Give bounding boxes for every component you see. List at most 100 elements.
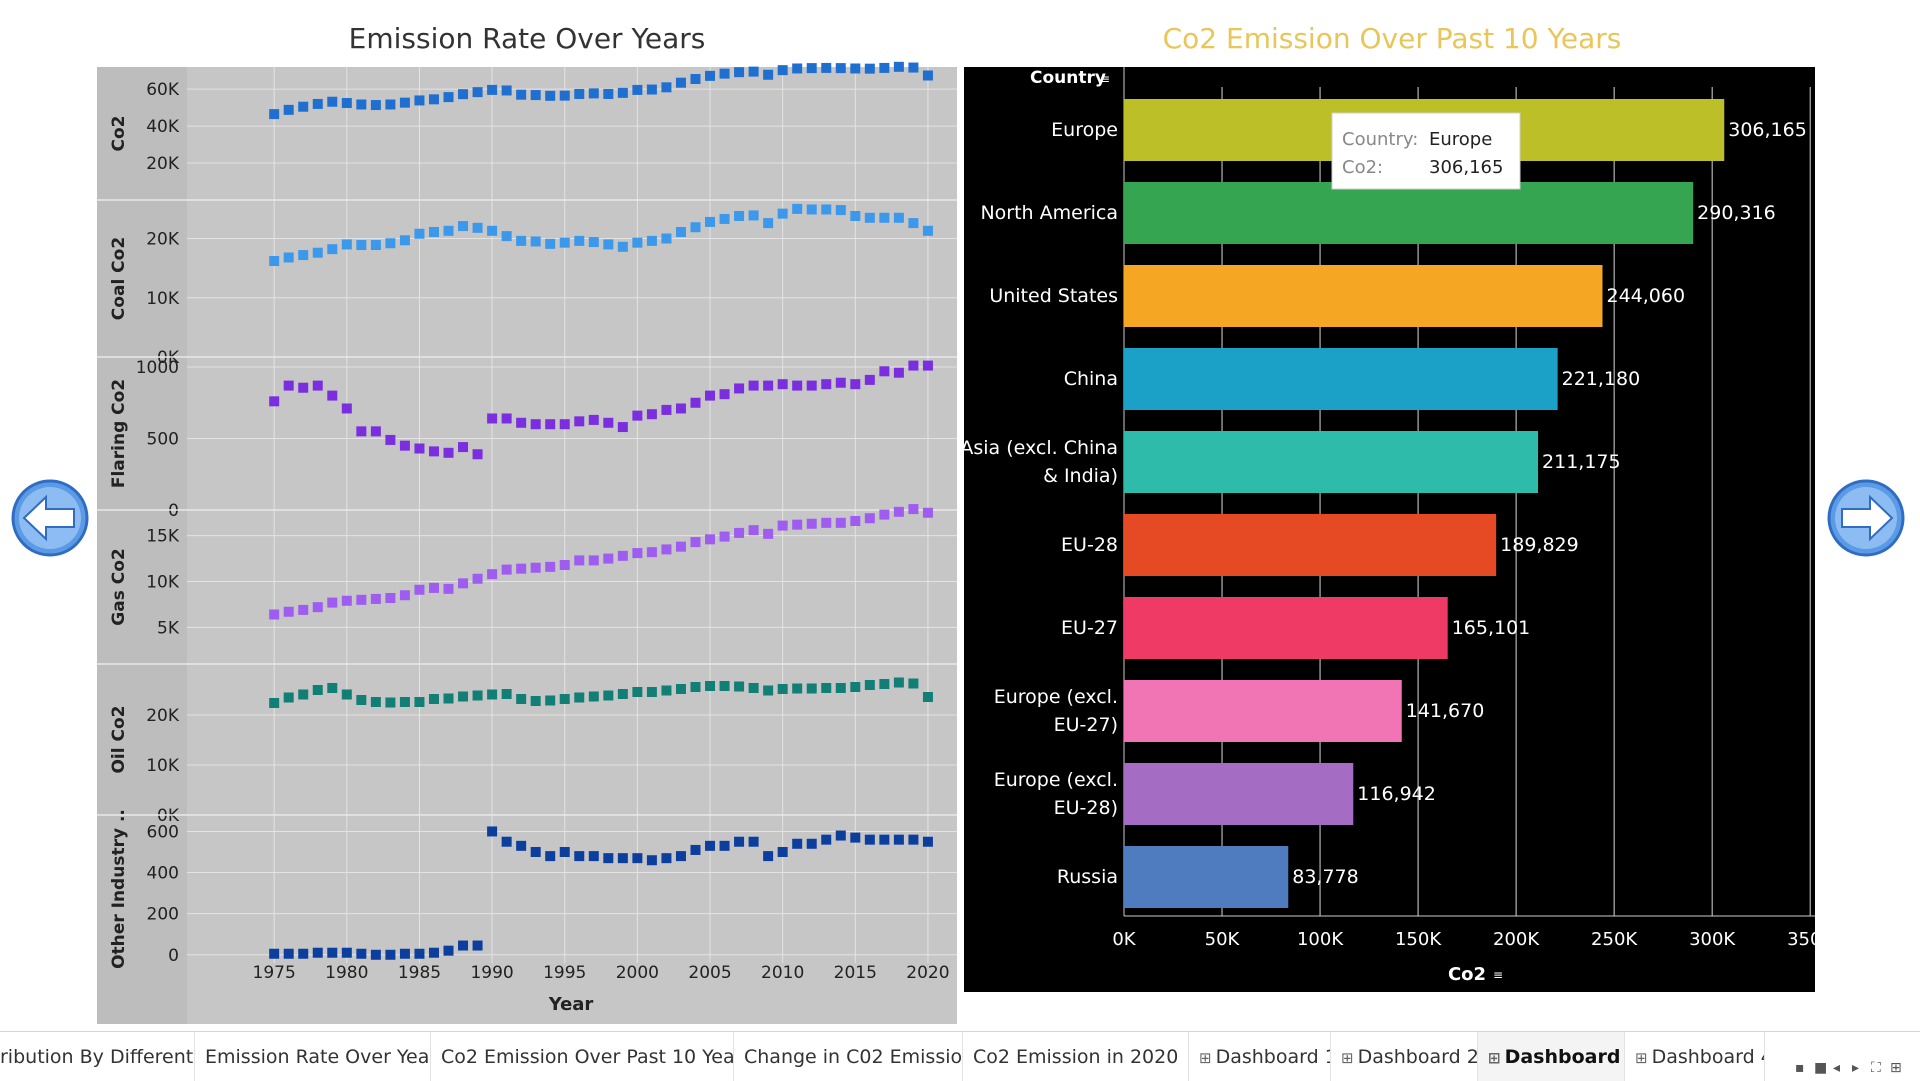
- bar-row[interactable]: 290,316 North America: [980, 182, 1776, 244]
- data-point[interactable]: [879, 679, 890, 689]
- data-point[interactable]: [269, 256, 280, 267]
- data-point[interactable]: [341, 595, 352, 606]
- data-point[interactable]: [690, 397, 701, 408]
- data-point[interactable]: [574, 88, 585, 99]
- data-point[interactable]: [835, 377, 846, 388]
- data-point[interactable]: [748, 683, 759, 693]
- bar[interactable]: [1124, 182, 1694, 244]
- data-point[interactable]: [661, 853, 672, 864]
- data-point[interactable]: [661, 233, 672, 244]
- data-point[interactable]: [574, 235, 585, 246]
- data-point[interactable]: [821, 379, 832, 390]
- data-point[interactable]: [719, 68, 730, 79]
- data-point[interactable]: [269, 948, 280, 959]
- sheet-tab[interactable]: ribution By Different F...: [0, 1032, 195, 1081]
- bar[interactable]: [1124, 763, 1354, 825]
- data-point[interactable]: [806, 838, 817, 849]
- data-point[interactable]: [661, 544, 672, 555]
- data-point[interactable]: [850, 210, 861, 221]
- data-point[interactable]: [748, 66, 759, 77]
- data-point[interactable]: [879, 212, 890, 223]
- data-point[interactable]: [516, 563, 527, 574]
- data-point[interactable]: [763, 528, 774, 539]
- tab-control-button[interactable]: ▪: [1795, 1060, 1805, 1076]
- data-point[interactable]: [399, 948, 410, 959]
- data-point[interactable]: [312, 685, 323, 695]
- bar-row[interactable]: 244,060 United States: [989, 265, 1685, 327]
- data-point[interactable]: [850, 516, 861, 526]
- data-point[interactable]: [850, 63, 861, 74]
- bar[interactable]: [1124, 265, 1603, 327]
- data-point[interactable]: [893, 834, 904, 845]
- data-point[interactable]: [370, 100, 381, 111]
- data-point[interactable]: [298, 250, 309, 261]
- data-point[interactable]: [705, 70, 716, 81]
- data-point[interactable]: [574, 555, 585, 566]
- data-point[interactable]: [661, 685, 672, 696]
- data-point[interactable]: [646, 687, 657, 697]
- data-point[interactable]: [545, 238, 556, 249]
- data-point[interactable]: [370, 240, 381, 251]
- data-point[interactable]: [559, 847, 570, 857]
- sheet-tab[interactable]: Co2 Emission in 2020: [963, 1032, 1189, 1081]
- data-point[interactable]: [283, 606, 294, 617]
- data-point[interactable]: [283, 104, 294, 115]
- data-point[interactable]: [675, 226, 686, 237]
- data-point[interactable]: [675, 541, 686, 552]
- bar-row[interactable]: 165,101 EU-27: [1061, 597, 1530, 659]
- data-point[interactable]: [705, 840, 716, 851]
- data-point[interactable]: [908, 62, 919, 73]
- data-point[interactable]: [516, 840, 527, 851]
- data-point[interactable]: [719, 213, 730, 224]
- data-point[interactable]: [734, 383, 745, 394]
- data-point[interactable]: [850, 682, 861, 692]
- data-point[interactable]: [356, 426, 367, 437]
- data-point[interactable]: [472, 940, 483, 951]
- data-point[interactable]: [690, 537, 701, 548]
- data-point[interactable]: [559, 237, 570, 248]
- data-point[interactable]: [835, 517, 846, 528]
- data-point[interactable]: [283, 692, 294, 703]
- data-point[interactable]: [501, 231, 512, 242]
- data-point[interactable]: [763, 851, 774, 862]
- data-point[interactable]: [428, 947, 439, 958]
- data-point[interactable]: [763, 69, 774, 80]
- data-point[interactable]: [327, 597, 338, 608]
- data-point[interactable]: [487, 84, 498, 95]
- data-point[interactable]: [792, 519, 803, 530]
- data-point[interactable]: [472, 222, 483, 233]
- data-point[interactable]: [298, 604, 309, 615]
- data-point[interactable]: [719, 531, 730, 542]
- data-point[interactable]: [283, 948, 294, 959]
- data-point[interactable]: [705, 390, 716, 401]
- bar-row[interactable]: 141,670 Europe (excl. EU-27): [994, 680, 1485, 742]
- data-point[interactable]: [414, 584, 425, 595]
- data-point[interactable]: [327, 390, 338, 401]
- data-point[interactable]: [458, 442, 469, 453]
- data-point[interactable]: [501, 689, 512, 699]
- data-point[interactable]: [414, 443, 425, 454]
- data-point[interactable]: [908, 834, 919, 845]
- data-point[interactable]: [850, 832, 861, 843]
- data-point[interactable]: [501, 413, 512, 424]
- data-point[interactable]: [617, 550, 628, 561]
- data-point[interactable]: [661, 404, 672, 415]
- data-point[interactable]: [356, 695, 367, 705]
- data-point[interactable]: [864, 212, 875, 223]
- data-point[interactable]: [385, 434, 396, 445]
- data-point[interactable]: [559, 90, 570, 101]
- data-point[interactable]: [690, 844, 701, 855]
- data-point[interactable]: [705, 534, 716, 545]
- data-point[interactable]: [690, 222, 701, 233]
- bar[interactable]: [1124, 846, 1289, 908]
- data-point[interactable]: [748, 525, 759, 536]
- data-point[interactable]: [821, 834, 832, 845]
- data-point[interactable]: [748, 380, 759, 391]
- data-point[interactable]: [719, 389, 730, 400]
- data-point[interactable]: [341, 98, 352, 109]
- data-point[interactable]: [806, 518, 817, 529]
- data-point[interactable]: [893, 506, 904, 517]
- data-point[interactable]: [835, 205, 846, 216]
- data-point[interactable]: [603, 88, 614, 99]
- data-point[interactable]: [690, 74, 701, 85]
